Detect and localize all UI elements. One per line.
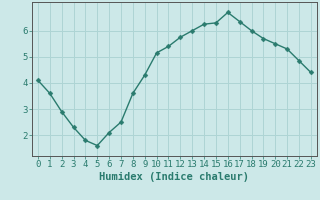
X-axis label: Humidex (Indice chaleur): Humidex (Indice chaleur): [100, 172, 249, 182]
